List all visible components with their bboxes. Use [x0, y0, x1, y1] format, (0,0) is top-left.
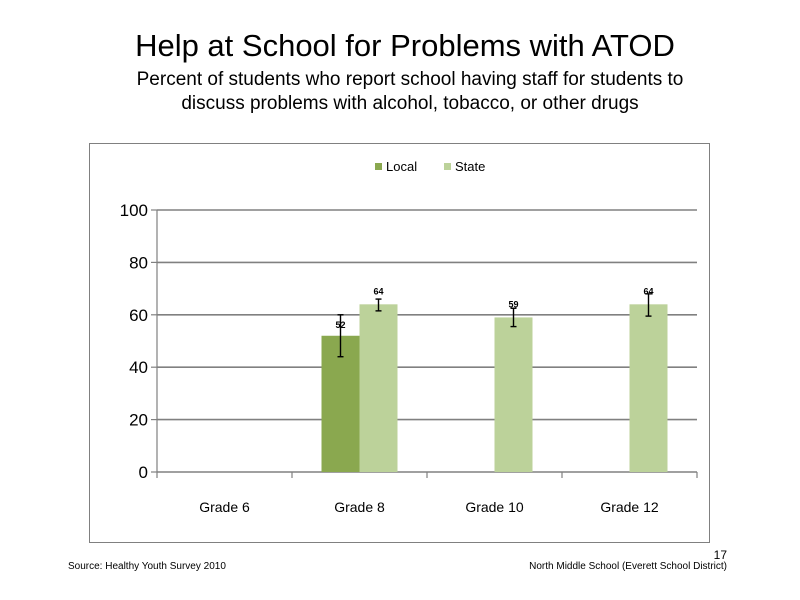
data-label-state-2: 59	[508, 299, 518, 309]
y-tick-label-0: 0	[139, 463, 148, 482]
legend-item-state: State	[444, 158, 485, 176]
bar-local-grade-8	[321, 335, 360, 472]
slide-title: Help at School for Problems with ATOD	[135, 28, 675, 63]
subtitle-line-2: discuss problems with alcohol, tobacco, …	[181, 93, 639, 114]
legend-swatch-state	[444, 163, 451, 171]
y-tick-label-60: 60	[129, 306, 148, 325]
slide-subtitle: Percent of students who report school ha…	[0, 68, 800, 116]
legend-swatch-local	[375, 163, 382, 171]
y-tick-label-80: 80	[129, 253, 148, 272]
data-label-state-1: 64	[373, 286, 383, 296]
y-tick-label-20: 20	[129, 411, 148, 430]
x-tick-label-grade-8: Grade 8	[334, 499, 385, 515]
bar-state-grade-12	[629, 304, 668, 472]
subtitle-line-1: Percent of students who report school ha…	[136, 69, 684, 90]
page-number: 17	[713, 548, 727, 562]
y-tick-label-40: 40	[129, 358, 148, 377]
data-label-local-1: 52	[335, 320, 345, 330]
bar-state-grade-8	[359, 304, 398, 472]
legend-label-local: Local	[386, 159, 418, 174]
chart-frame	[89, 143, 710, 543]
data-label-state-3: 64	[643, 286, 653, 296]
bar-state-grade-10	[494, 317, 533, 472]
source-note: Source: Healthy Youth Survey 2010	[68, 561, 226, 572]
school-note: North Middle School (Everett School Dist…	[529, 561, 727, 572]
legend-label-state: State	[455, 159, 486, 174]
x-tick-label-grade-12: Grade 12	[600, 499, 659, 515]
legend-item-local: Local	[375, 158, 417, 176]
x-tick-label-grade-10: Grade 10	[465, 499, 524, 515]
x-tick-label-grade-6: Grade 6	[199, 499, 250, 515]
y-tick-label-100: 100	[120, 201, 148, 220]
